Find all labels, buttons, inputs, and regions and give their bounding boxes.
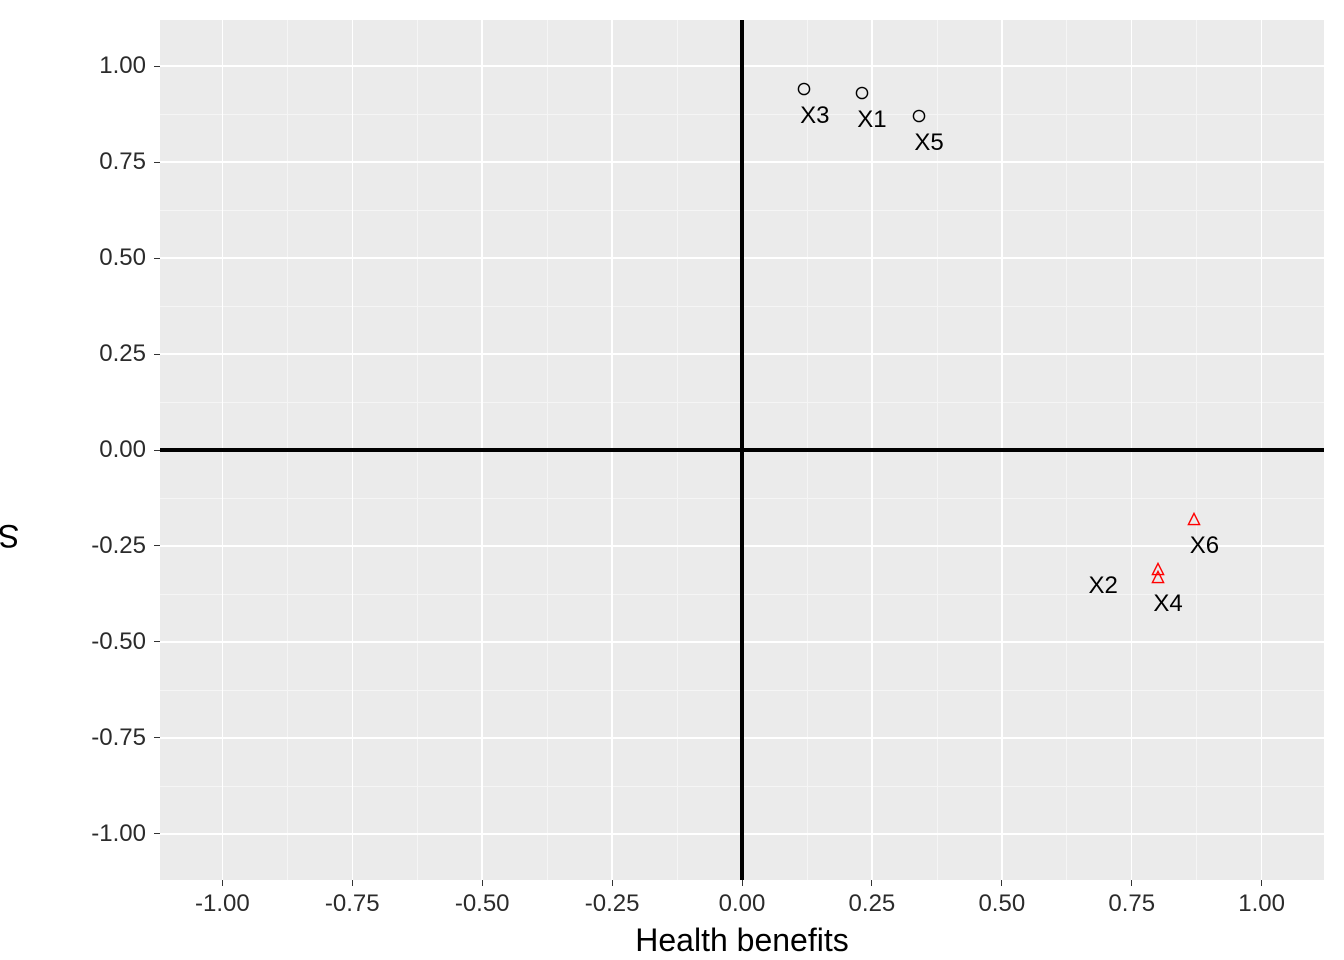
y-tick-mark — [154, 737, 160, 738]
x-tick-label: 0.50 — [978, 890, 1025, 918]
y-tick-label: -0.75 — [91, 724, 146, 752]
y-tick-label: 0.50 — [99, 244, 146, 272]
y-axis-label: Social benefits — [0, 517, 20, 554]
x-tick-label: 0.00 — [719, 890, 766, 918]
x-tick-mark — [871, 880, 872, 886]
x-tick-label: 0.25 — [849, 890, 896, 918]
y-tick-mark — [154, 354, 160, 355]
y-tick-label: 1.00 — [99, 52, 146, 80]
y-tick-label: -1.00 — [91, 820, 146, 848]
x-tick-mark — [612, 880, 613, 886]
y-tick-mark — [154, 162, 160, 163]
x-tick-mark — [352, 880, 353, 886]
x-tick-label: -0.50 — [455, 890, 510, 918]
y-tick-mark — [154, 641, 160, 642]
zero-line-horizontal — [160, 448, 1324, 452]
y-tick-mark — [154, 258, 160, 259]
y-tick-mark — [154, 66, 160, 67]
x-tick-mark — [742, 880, 743, 886]
x-tick-label: 0.75 — [1108, 890, 1155, 918]
y-tick-label: -0.50 — [91, 628, 146, 656]
plot-area: X1X2X3X4X5X6 — [160, 20, 1324, 880]
scatter-chart: X1X2X3X4X5X6 -1.00 -0.75 -0.50 -0.25 0.00 0.25… — [0, 0, 1344, 960]
x-tick-label: 1.00 — [1238, 890, 1285, 918]
y-tick-mark — [154, 545, 160, 546]
y-tick-label: 0.75 — [99, 148, 146, 176]
x-tick-label: -0.75 — [325, 890, 380, 918]
y-tick-mark — [154, 450, 160, 451]
x-tick-mark — [222, 880, 223, 886]
y-tick-label: -0.25 — [91, 532, 146, 560]
x-tick-label: -1.00 — [195, 890, 250, 918]
y-tick-label: 0.00 — [99, 436, 146, 464]
x-tick-label: -0.25 — [585, 890, 640, 918]
x-tick-mark — [1261, 880, 1262, 886]
y-axis-label-wrap: Social benefits — [20, 346, 57, 554]
x-tick-mark — [482, 880, 483, 886]
x-tick-mark — [1001, 880, 1002, 886]
y-tick-label: 0.25 — [99, 340, 146, 368]
x-axis-label: Health benefits — [635, 922, 848, 959]
x-tick-mark — [1131, 880, 1132, 886]
y-tick-mark — [154, 833, 160, 834]
